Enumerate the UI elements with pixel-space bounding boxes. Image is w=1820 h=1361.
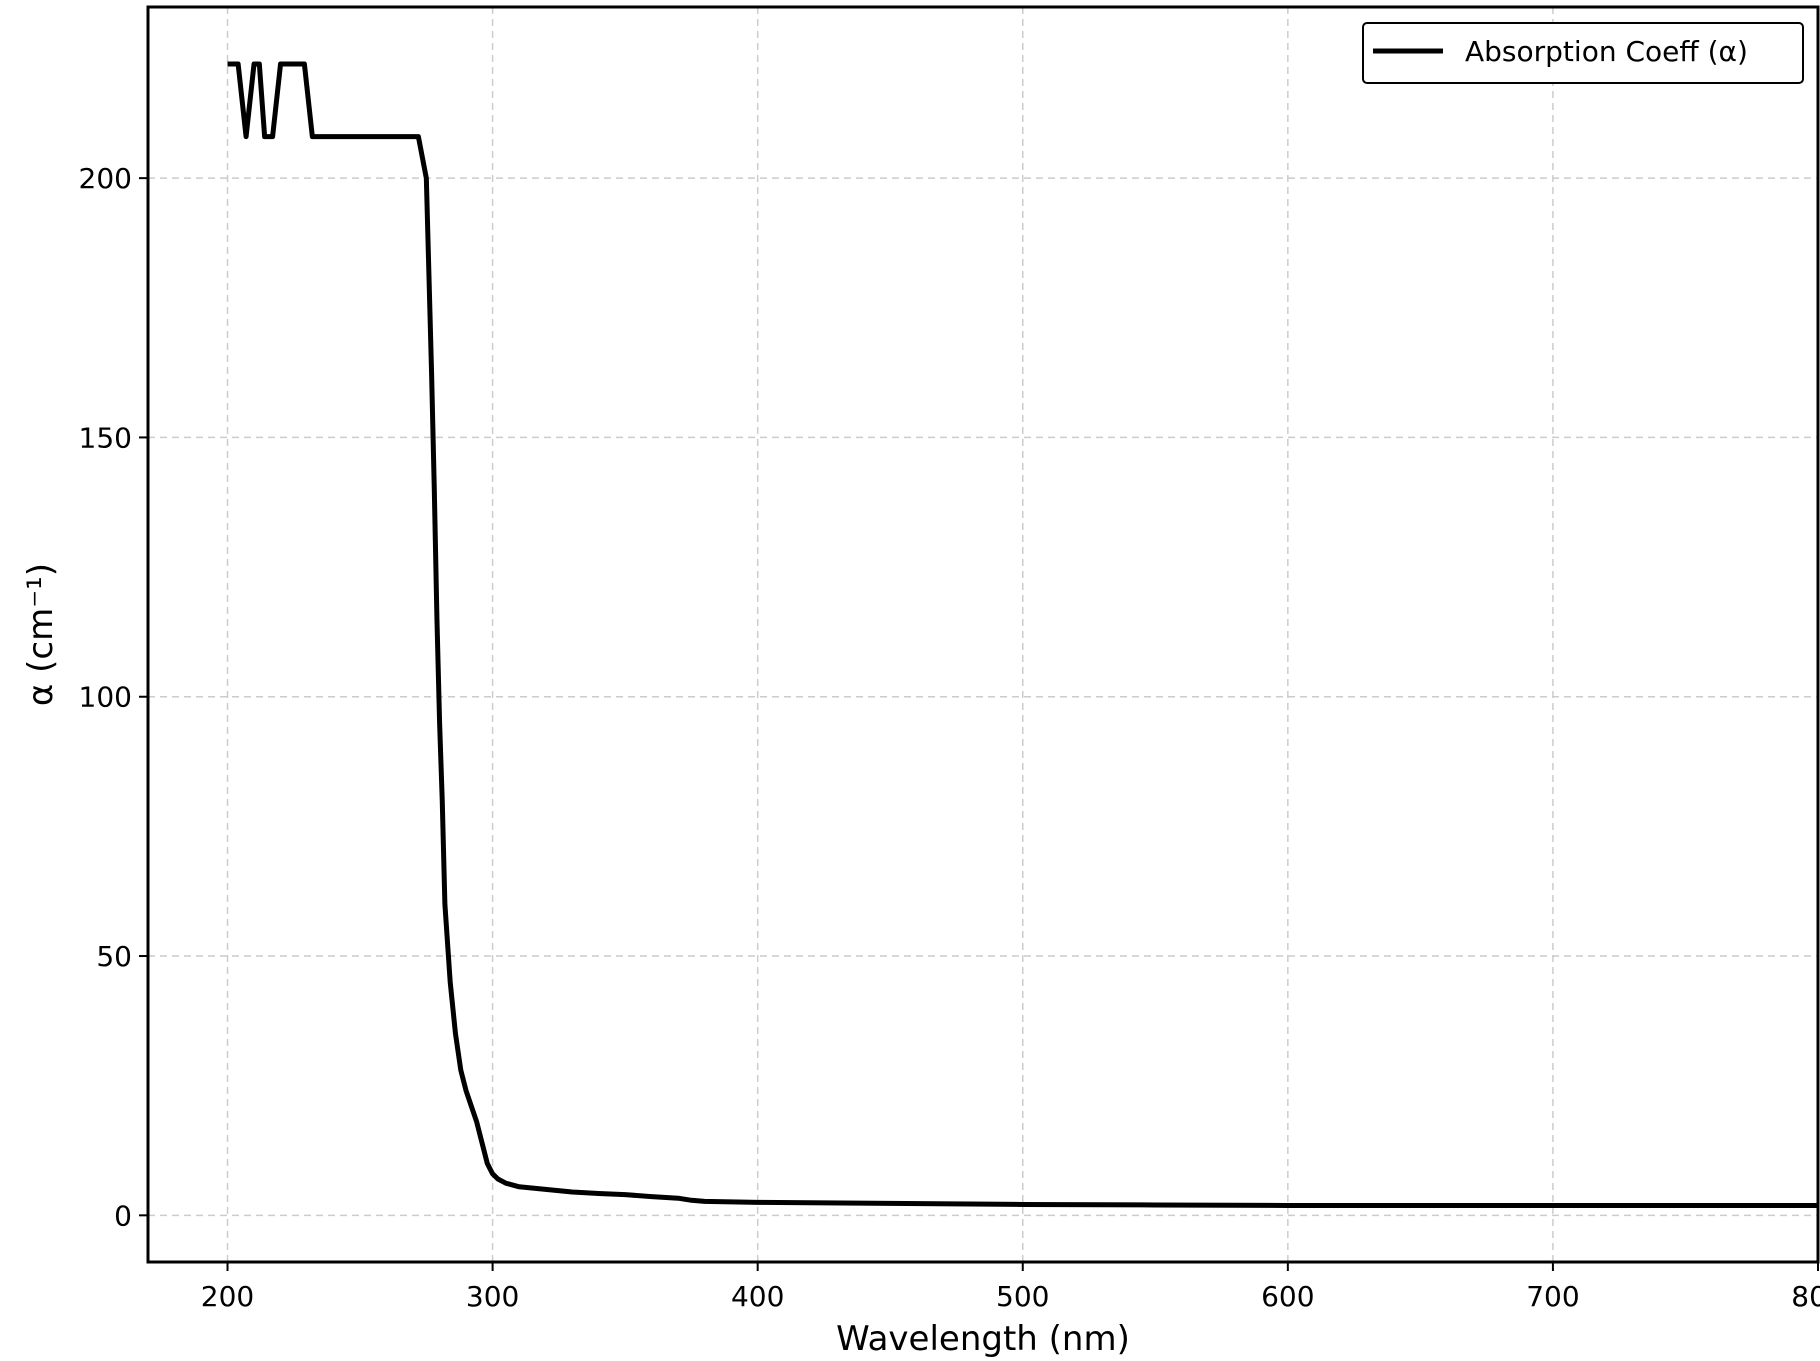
x-tick-label: 800 — [1791, 1280, 1820, 1313]
y-tick-label: 50 — [96, 940, 132, 973]
series-layer — [227, 61, 1818, 1208]
x-tick-label: 700 — [1526, 1280, 1579, 1313]
y-tick-label: 100 — [79, 681, 132, 714]
x-tick-label: 400 — [731, 1280, 784, 1313]
x-axis-label: Wavelength (nm) — [836, 1319, 1130, 1359]
axis-ticks: 200 300 400 500 600 700 800 0 50 100 150 200 — [79, 162, 1820, 1313]
x-tick-label: 600 — [1261, 1280, 1314, 1313]
series-line-absorption — [227, 61, 1818, 1208]
y-tick-label: 200 — [79, 162, 132, 195]
legend-box — [1362, 22, 1804, 84]
y-tick-label: 0 — [114, 1199, 132, 1232]
legend-label-absorption: Absorption Coeff (α) — [1465, 35, 1748, 68]
x-tick-label: 300 — [466, 1280, 519, 1313]
plot-area-frame — [146, 5, 1820, 1264]
y-axis-label: α (cm⁻¹) — [21, 563, 61, 706]
legend: Absorption Coeff (α) — [1362, 22, 1804, 84]
x-tick-label: 500 — [996, 1280, 1049, 1313]
y-tick-label: 150 — [79, 421, 132, 454]
x-tick-label: 200 — [201, 1280, 254, 1313]
